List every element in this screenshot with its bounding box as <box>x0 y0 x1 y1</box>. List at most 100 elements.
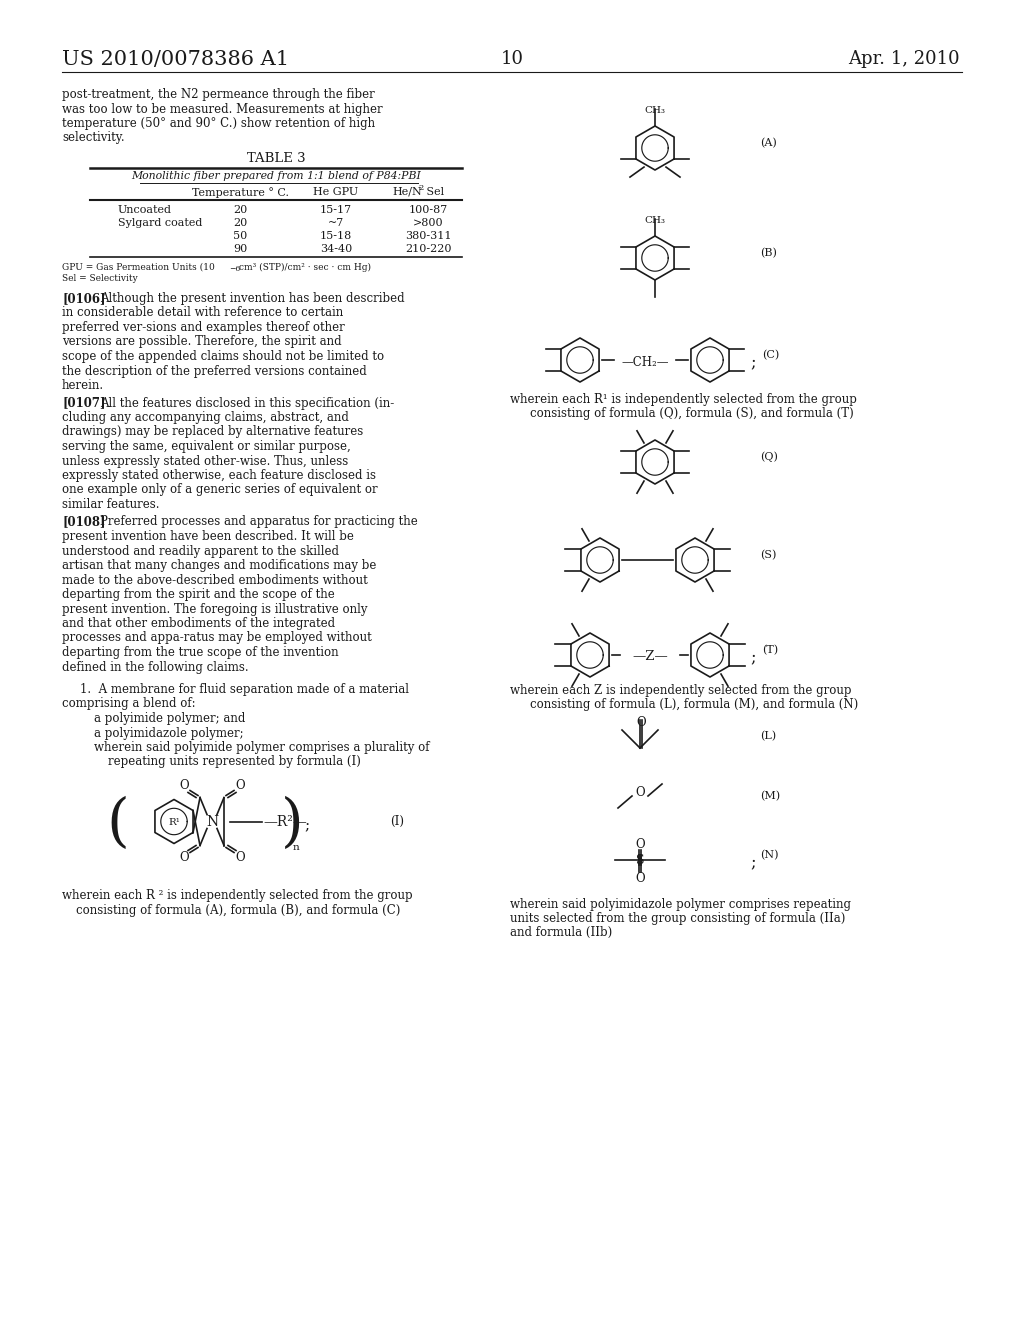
Text: CH₃: CH₃ <box>644 216 665 224</box>
Text: versions are possible. Therefore, the spirit and: versions are possible. Therefore, the sp… <box>62 335 342 348</box>
Text: 1.  A membrane for fluid separation made of a material: 1. A membrane for fluid separation made … <box>80 682 409 696</box>
Text: Apr. 1, 2010: Apr. 1, 2010 <box>848 50 961 69</box>
Text: wherein each R¹ is independently selected from the group: wherein each R¹ is independently selecte… <box>510 393 857 407</box>
Text: (M): (M) <box>760 791 780 801</box>
Text: understood and readily apparent to the skilled: understood and readily apparent to the s… <box>62 544 339 557</box>
Text: ;: ; <box>750 354 756 371</box>
Text: and that other embodiments of the integrated: and that other embodiments of the integr… <box>62 616 335 630</box>
Text: O: O <box>635 837 645 850</box>
Text: (N): (N) <box>760 850 778 861</box>
Text: (B): (B) <box>760 248 777 259</box>
Text: repeating units represented by formula (I): repeating units represented by formula (… <box>108 755 360 768</box>
Text: consisting of formula (A), formula (B), and formula (C): consisting of formula (A), formula (B), … <box>76 904 400 917</box>
Text: O: O <box>635 785 645 799</box>
Text: n: n <box>293 843 300 853</box>
Text: Sylgard coated: Sylgard coated <box>118 218 203 228</box>
Text: scope of the appended claims should not be limited to: scope of the appended claims should not … <box>62 350 384 363</box>
Text: (C): (C) <box>762 350 779 360</box>
Text: (: ( <box>106 796 129 851</box>
Text: 2: 2 <box>418 183 423 191</box>
Text: GPU = Gas Permeation Units (10: GPU = Gas Permeation Units (10 <box>62 263 215 272</box>
Text: ;: ; <box>750 648 756 665</box>
Text: 210-220: 210-220 <box>404 244 452 253</box>
Text: (L): (L) <box>760 731 776 741</box>
Text: a polyimide polymer; and: a polyimide polymer; and <box>94 711 246 725</box>
Text: unless expressly stated other-wise. Thus, unless: unless expressly stated other-wise. Thus… <box>62 454 348 467</box>
Text: 90: 90 <box>232 244 247 253</box>
Text: —R²—: —R²— <box>263 816 307 829</box>
Text: consisting of formula (Q), formula (S), and formula (T): consisting of formula (Q), formula (S), … <box>530 407 854 420</box>
Text: (S): (S) <box>760 550 776 560</box>
Text: [0107]: [0107] <box>62 396 105 409</box>
Text: ;: ; <box>750 854 756 870</box>
Text: post-treatment, the N2 permeance through the fiber: post-treatment, the N2 permeance through… <box>62 88 375 102</box>
Text: 20: 20 <box>232 218 247 228</box>
Text: departing from the true scope of the invention: departing from the true scope of the inv… <box>62 645 339 659</box>
Text: ~7: ~7 <box>328 218 344 228</box>
Text: ;: ; <box>304 820 309 833</box>
Text: O: O <box>179 851 188 865</box>
Text: made to the above-described embodiments without: made to the above-described embodiments … <box>62 573 368 586</box>
Text: He/N: He/N <box>392 187 422 197</box>
Text: was too low to be measured. Measurements at higher: was too low to be measured. Measurements… <box>62 103 383 116</box>
Text: —Z—: —Z— <box>632 651 668 664</box>
Text: CH₃: CH₃ <box>644 106 665 115</box>
Text: wherein said polyimidazole polymer comprises repeating: wherein said polyimidazole polymer compr… <box>510 898 851 911</box>
Text: (A): (A) <box>760 137 777 148</box>
Text: present invention have been described. It will be: present invention have been described. I… <box>62 531 354 543</box>
Text: (Q): (Q) <box>760 451 778 462</box>
Text: All the features disclosed in this specification (in-: All the features disclosed in this speci… <box>100 396 394 409</box>
Text: TABLE 3: TABLE 3 <box>247 152 305 165</box>
Text: Although the present invention has been described: Although the present invention has been … <box>100 292 404 305</box>
Text: a polyimidazole polymer;: a polyimidazole polymer; <box>94 726 244 739</box>
Text: consisting of formula (L), formula (M), and formula (N): consisting of formula (L), formula (M), … <box>530 698 858 711</box>
Text: 34-40: 34-40 <box>319 244 352 253</box>
Text: departing from the spirit and the scope of the: departing from the spirit and the scope … <box>62 587 335 601</box>
Text: [0106]: [0106] <box>62 292 105 305</box>
Text: preferred ver-sions and examples thereof other: preferred ver-sions and examples thereof… <box>62 321 345 334</box>
Text: 15-18: 15-18 <box>319 231 352 242</box>
Text: (T): (T) <box>762 645 778 655</box>
Text: (I): (I) <box>390 814 404 828</box>
Text: similar features.: similar features. <box>62 498 160 511</box>
Text: Monolithic fiber prepared from 1:1 blend of P84:PBI: Monolithic fiber prepared from 1:1 blend… <box>131 172 421 181</box>
Text: O: O <box>635 871 645 884</box>
Text: present invention. The foregoing is illustrative only: present invention. The foregoing is illu… <box>62 602 368 615</box>
Text: N: N <box>206 814 218 829</box>
Text: >800: >800 <box>413 218 443 228</box>
Text: artisan that many changes and modifications may be: artisan that many changes and modificati… <box>62 558 377 572</box>
Text: He GPU: He GPU <box>313 187 358 197</box>
Text: cluding any accompanying claims, abstract, and: cluding any accompanying claims, abstrac… <box>62 411 349 424</box>
Text: in considerable detail with reference to certain: in considerable detail with reference to… <box>62 306 343 319</box>
Text: ): ) <box>281 796 303 851</box>
Text: selectivity.: selectivity. <box>62 132 125 144</box>
Text: processes and appa-ratus may be employed without: processes and appa-ratus may be employed… <box>62 631 372 644</box>
Text: Uncoated: Uncoated <box>118 205 172 215</box>
Text: 15-17: 15-17 <box>319 205 352 215</box>
Text: Sel = Selectivity: Sel = Selectivity <box>62 275 138 282</box>
Text: US 2010/0078386 A1: US 2010/0078386 A1 <box>62 50 289 69</box>
Text: 10: 10 <box>501 50 523 69</box>
Text: wherein said polyimide polymer comprises a plurality of: wherein said polyimide polymer comprises… <box>94 741 429 754</box>
Text: 100-87: 100-87 <box>409 205 447 215</box>
Text: wherein each Z is independently selected from the group: wherein each Z is independently selected… <box>510 684 852 697</box>
Text: temperature (50° and 90° C.) show retention of high: temperature (50° and 90° C.) show retent… <box>62 117 375 129</box>
Text: O: O <box>236 779 245 792</box>
Text: Preferred processes and apparatus for practicing the: Preferred processes and apparatus for pr… <box>100 516 418 528</box>
Text: O: O <box>236 851 245 865</box>
Text: −6: −6 <box>229 265 241 273</box>
Text: one example only of a generic series of equivalent or: one example only of a generic series of … <box>62 483 378 496</box>
Text: —CH₂—: —CH₂— <box>622 355 669 368</box>
Text: S: S <box>636 854 644 867</box>
Text: expressly stated otherwise, each feature disclosed is: expressly stated otherwise, each feature… <box>62 469 376 482</box>
Text: the description of the preferred versions contained: the description of the preferred version… <box>62 364 367 378</box>
Text: and formula (IIb): and formula (IIb) <box>510 927 612 939</box>
Text: 50: 50 <box>232 231 247 242</box>
Text: O: O <box>636 715 646 729</box>
Text: Sel: Sel <box>423 187 444 197</box>
Text: serving the same, equivalent or similar purpose,: serving the same, equivalent or similar … <box>62 440 351 453</box>
Text: Temperature ° C.: Temperature ° C. <box>191 187 289 198</box>
Text: O: O <box>179 779 188 792</box>
Text: drawings) may be replaced by alternative features: drawings) may be replaced by alternative… <box>62 425 364 438</box>
Text: [0108]: [0108] <box>62 516 105 528</box>
